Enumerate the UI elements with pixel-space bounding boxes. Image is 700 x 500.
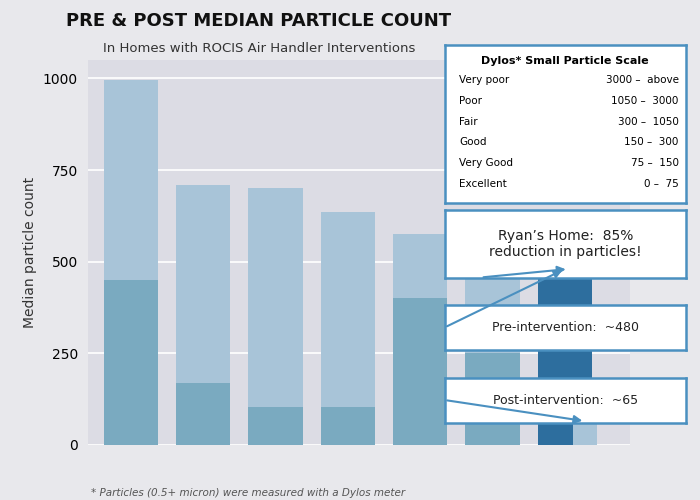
Text: 75 –  150: 75 – 150 bbox=[631, 158, 679, 168]
Text: 300 –  1050: 300 – 1050 bbox=[618, 116, 679, 126]
Bar bbox=[248, 406, 302, 445]
Y-axis label: Median particle count: Median particle count bbox=[23, 177, 37, 328]
Bar bbox=[538, 269, 592, 445]
Text: * Particles (0.5+ micron) were measured with a Dylos meter: * Particles (0.5+ micron) were measured … bbox=[91, 488, 405, 498]
Bar bbox=[104, 80, 158, 445]
Bar bbox=[176, 382, 230, 445]
Text: Pre-intervention:  ~480: Pre-intervention: ~480 bbox=[491, 321, 638, 334]
Text: Post-intervention:  ~65: Post-intervention: ~65 bbox=[493, 394, 638, 406]
Bar bbox=[176, 184, 230, 445]
Bar bbox=[104, 280, 158, 445]
Text: 150 –  300: 150 – 300 bbox=[624, 138, 679, 147]
Bar bbox=[466, 354, 519, 445]
Text: Good: Good bbox=[459, 138, 486, 147]
Bar bbox=[321, 406, 375, 445]
Text: Very poor: Very poor bbox=[459, 74, 509, 85]
Text: 1050 –  3000: 1050 – 3000 bbox=[611, 96, 679, 106]
Text: Dylos* Small Particle Scale: Dylos* Small Particle Scale bbox=[482, 56, 649, 66]
Text: Very Good: Very Good bbox=[459, 158, 513, 168]
Bar bbox=[393, 298, 447, 445]
Bar bbox=[248, 188, 302, 445]
Text: In Homes with ROCIS Air Handler Interventions: In Homes with ROCIS Air Handler Interven… bbox=[103, 42, 415, 56]
Text: Ryan’s Home:  85%
reduction in particles!: Ryan’s Home: 85% reduction in particles! bbox=[489, 228, 642, 259]
Text: Poor: Poor bbox=[459, 96, 482, 106]
Text: 0 –  75: 0 – 75 bbox=[644, 180, 679, 190]
Bar bbox=[393, 234, 447, 445]
Bar bbox=[321, 212, 375, 445]
Bar bbox=[573, 421, 597, 445]
Text: Excellent: Excellent bbox=[459, 180, 507, 190]
Text: Fair: Fair bbox=[459, 116, 477, 126]
Bar bbox=[466, 236, 519, 445]
Text: PRE & POST MEDIAN PARTICLE COUNT: PRE & POST MEDIAN PARTICLE COUNT bbox=[66, 12, 452, 30]
Text: 3000 –  above: 3000 – above bbox=[606, 74, 679, 85]
